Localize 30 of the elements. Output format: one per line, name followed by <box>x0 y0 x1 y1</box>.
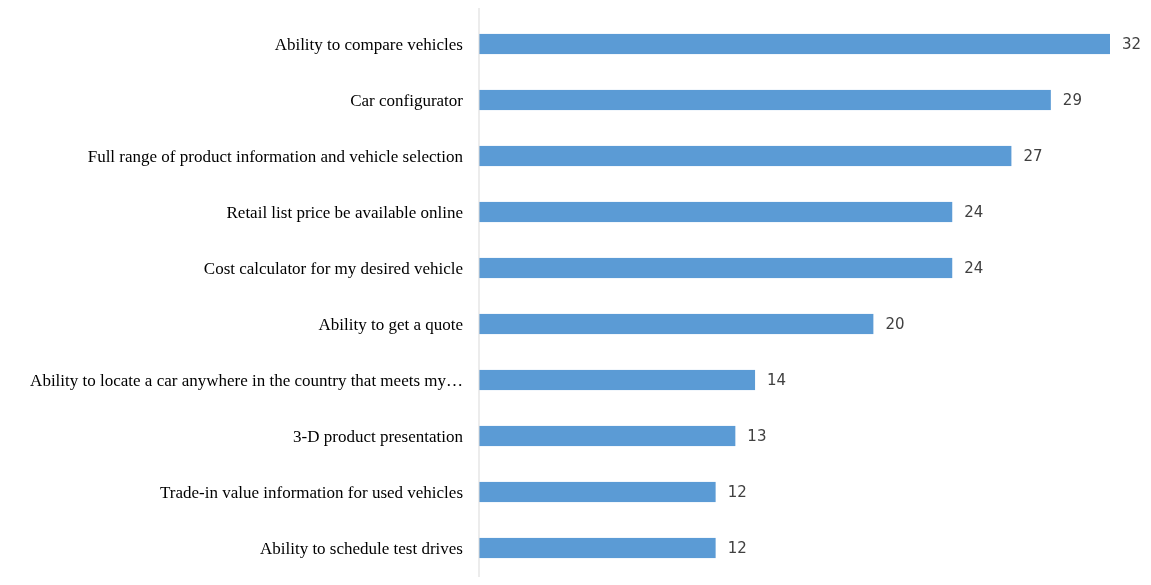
y-tick-label: Full range of product information and vehicle selection <box>87 146 464 166</box>
data-label: 14 <box>767 371 787 390</box>
bar <box>479 481 716 503</box>
y-tick-label: 3-D product presentation <box>293 426 464 446</box>
data-label: 13 <box>747 427 767 446</box>
bar <box>479 369 756 391</box>
bar <box>479 89 1051 111</box>
bar <box>479 425 736 447</box>
bar <box>479 33 1110 55</box>
y-tick-label: Ability to locate a car anywhere in the country that meets my… <box>30 370 463 390</box>
y-tick-label: Cost calculator for my desired vehicle <box>203 258 463 278</box>
bar <box>479 145 1012 167</box>
y-tick-label: Ability to compare vehicles <box>274 34 463 54</box>
bar <box>479 201 953 223</box>
y-tick-label: Retail list price be available online <box>226 202 463 222</box>
y-tick-label: Ability to get a quote <box>318 314 463 334</box>
y-tick-label: Car configurator <box>350 90 464 110</box>
data-label: 12 <box>727 539 747 558</box>
data-label: 24 <box>964 203 984 222</box>
data-label: 32 <box>1122 35 1142 54</box>
data-label: 12 <box>727 483 747 502</box>
bar <box>479 537 716 559</box>
y-tick-label: Trade-in value information for used vehicles <box>160 482 463 502</box>
bar <box>479 257 953 279</box>
data-label: 20 <box>885 315 905 334</box>
bar <box>479 313 874 335</box>
data-label: 27 <box>1023 147 1043 166</box>
data-label: 29 <box>1062 91 1082 110</box>
y-tick-label: Ability to schedule test drives <box>259 538 463 558</box>
data-label: 24 <box>964 259 984 278</box>
